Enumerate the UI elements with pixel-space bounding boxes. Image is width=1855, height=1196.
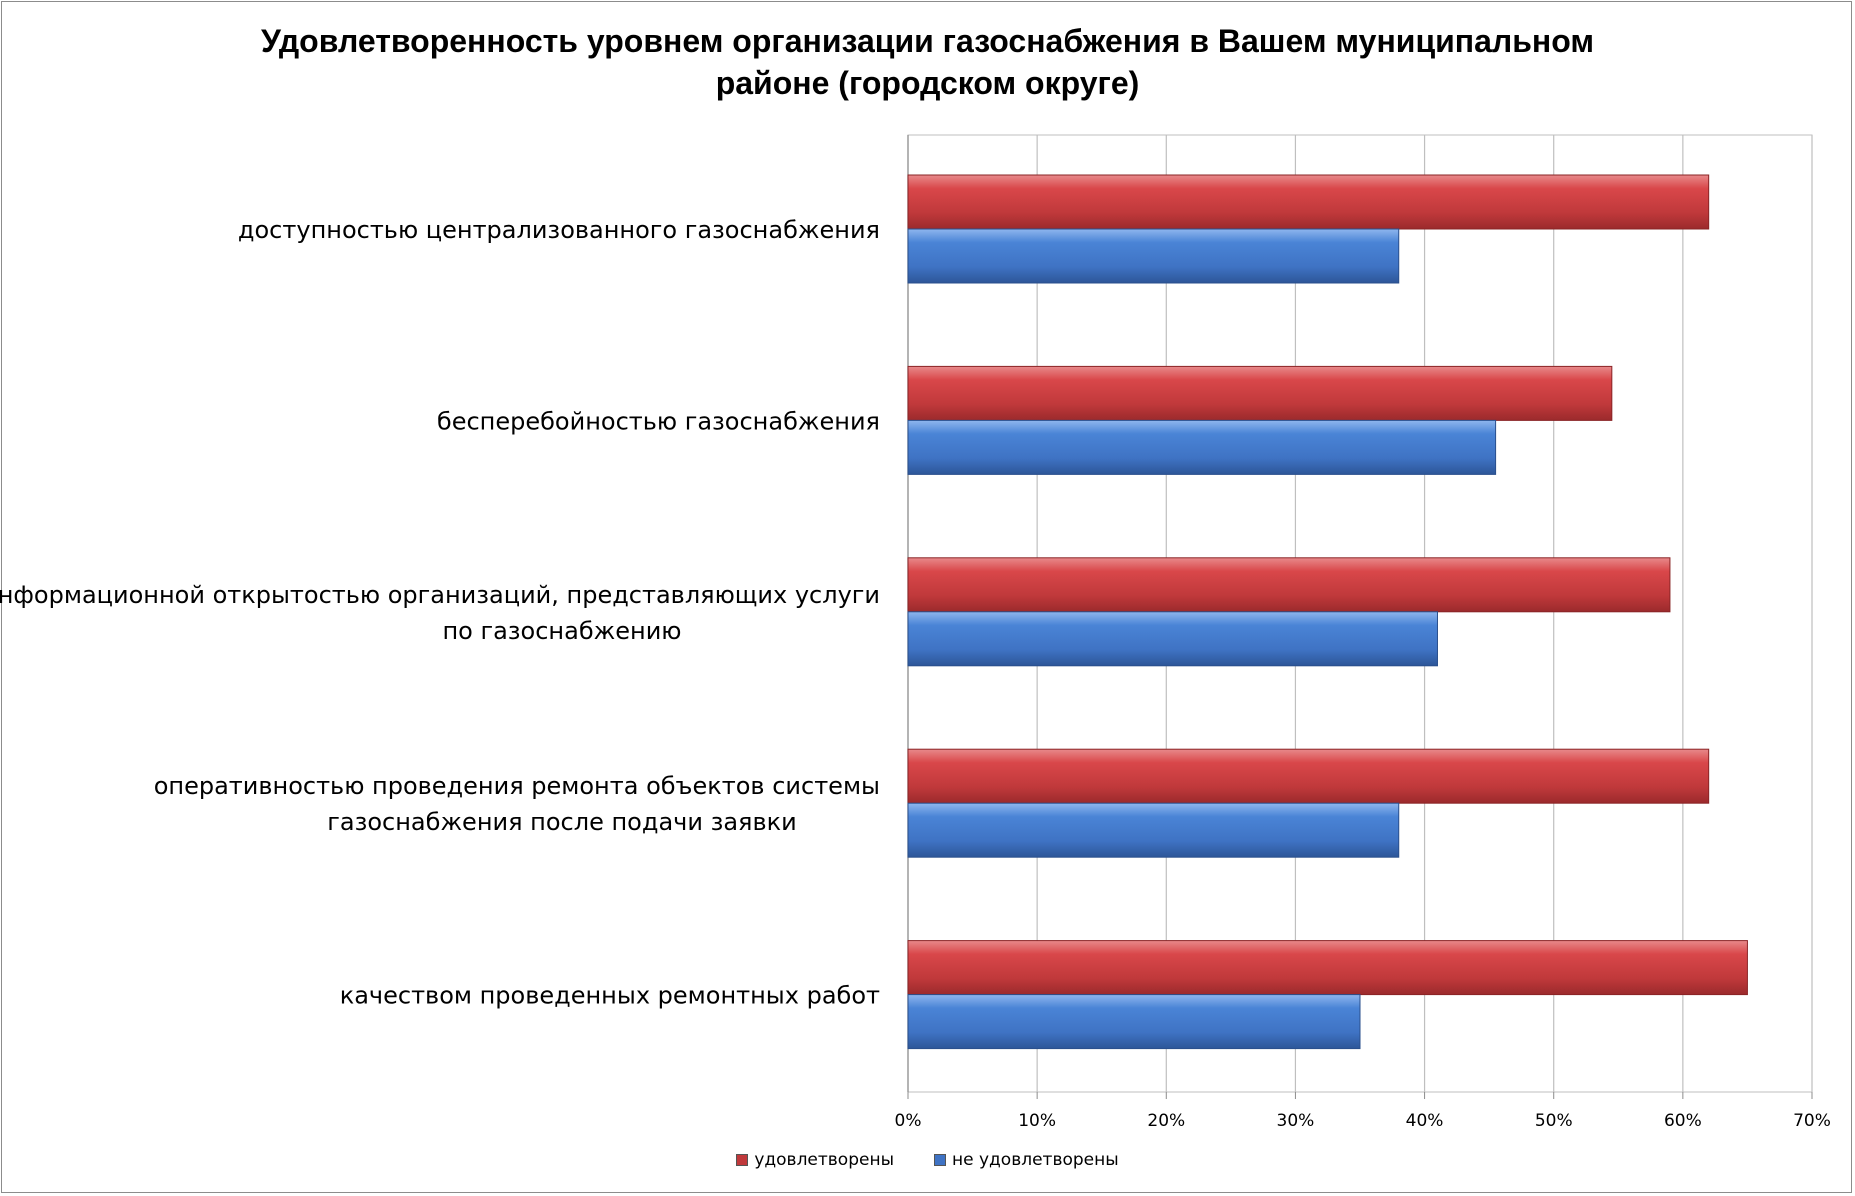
x-tick-label: 20% — [1147, 1111, 1185, 1131]
bar-not-satisfied — [907, 419, 1497, 475]
bar-satisfied — [907, 748, 1710, 804]
legend-swatch-not-satisfied — [934, 1154, 946, 1166]
category-label: бесперебойностью газоснабжения — [437, 407, 880, 435]
bar-satisfied — [907, 174, 1710, 230]
bar-not-satisfied — [907, 994, 1361, 1050]
x-tick-label: 0% — [895, 1111, 922, 1131]
bar-not-satisfied — [907, 228, 1400, 284]
legend-swatch-satisfied — [736, 1154, 749, 1166]
x-tick-label: 50% — [1535, 1111, 1573, 1131]
x-tick-label: 60% — [1664, 1111, 1702, 1131]
x-tick-label: 70% — [1793, 1111, 1831, 1131]
x-tick-label: 10% — [1018, 1111, 1056, 1131]
category-label: качеством проведенных ремонтных работ — [340, 982, 880, 1010]
x-tick-label: 40% — [1406, 1111, 1444, 1131]
category-label: газоснабжения после подачи заявки — [327, 808, 796, 836]
legend-item-satisfied: удовлетворены — [736, 1150, 894, 1170]
bar-satisfied — [907, 557, 1671, 613]
category-label: оперативностью проведения ремонта объект… — [154, 772, 880, 800]
category-label: информационной открытостью организаций, … — [0, 581, 880, 609]
bar-satisfied — [907, 940, 1748, 996]
chart-title-line-2: районе (городском округе) — [715, 65, 1140, 101]
bar-not-satisfied — [907, 802, 1400, 858]
bar-satisfied — [907, 365, 1613, 421]
legend-label-satisfied: удовлетворены — [754, 1150, 894, 1170]
chart-title-line-1: Удовлетворенность уровнем организации га… — [260, 23, 1595, 59]
category-label: доступностью централизованного газоснабж… — [238, 216, 880, 244]
chart-title: Удовлетворенность уровнем организации га… — [0, 20, 1855, 104]
x-tick-label: 30% — [1277, 1111, 1315, 1131]
legend-item-not-satisfied: не удовлетворены — [934, 1150, 1119, 1170]
bar-not-satisfied — [907, 611, 1438, 667]
category-label: по газоснабжению — [442, 617, 681, 645]
legend-label-not-satisfied: не удовлетворены — [952, 1150, 1119, 1170]
chart-legend: удовлетворены не удовлетворены — [0, 1150, 1855, 1170]
